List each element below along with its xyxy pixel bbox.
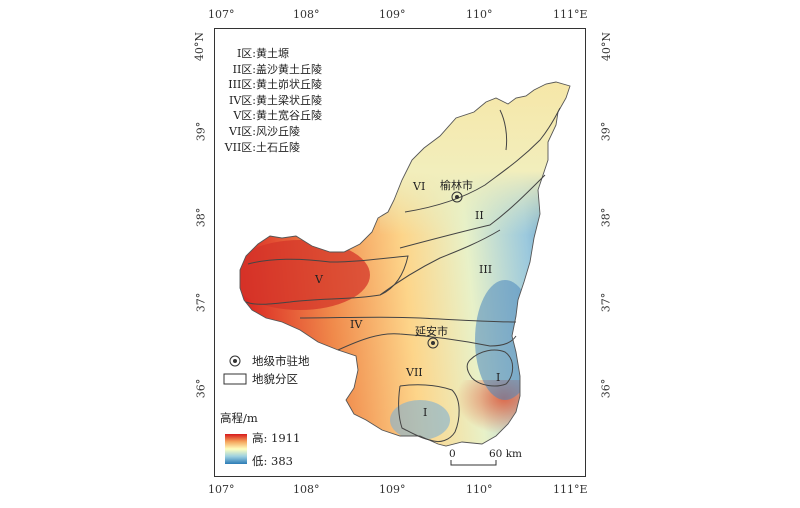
zone-boundary-label: 地貌分区: [252, 372, 298, 386]
zone-label-iv: IV: [350, 318, 363, 331]
zone-label-iii: III: [479, 263, 493, 276]
zone-legend-item: VII区:土石丘陵: [224, 140, 300, 154]
city-label-yanan: 延安市: [415, 325, 448, 338]
zone-legend-item: I区:黄土塬: [236, 47, 289, 60]
boundary-i-east: [466, 349, 514, 387]
lon-tick-top-107: 107°: [208, 8, 235, 21]
scale-bar-line: [450, 460, 497, 466]
zone-label-ii: II: [475, 209, 484, 222]
boundary-v: [245, 255, 409, 305]
lon-tick-bottom-110: 110°: [466, 483, 493, 496]
map-frame: [214, 28, 586, 477]
lon-tick-top-111: 111°E: [553, 8, 588, 21]
zone-legend: I区:黄土塬 II区:盖沙黄土丘陵 III区:黄土峁状丘陵 IV区:黄土梁状丘陵…: [222, 46, 322, 155]
city-yulin-marker: [451, 191, 463, 203]
city-yanan-marker: [427, 337, 439, 349]
elevation-high: 高: 1911: [252, 431, 301, 445]
boundary-ii-east: [499, 109, 508, 151]
zone-legend-item: VI区:风沙丘陵: [229, 124, 300, 138]
zone-label-i-south: I: [423, 406, 428, 419]
city-seat-label: 地级市驻地: [252, 354, 310, 368]
boundary-i-south: [398, 384, 460, 443]
lon-tick-top-108: 108°: [293, 8, 320, 21]
boundary-iv-south: [299, 316, 517, 323]
symbol-legend: 地级市驻地 地貌分区: [222, 352, 310, 388]
boundary-vi-ii: [404, 107, 561, 213]
boundary-ii-iii: [399, 174, 546, 249]
lon-tick-top-109: 109°: [379, 8, 406, 21]
lon-tick-bottom-108: 108°: [293, 483, 320, 496]
elevation-low: 低: 383: [252, 454, 293, 468]
zone-label-i-east: I: [496, 371, 501, 384]
zone-label-vi: VI: [413, 180, 426, 193]
city-seat-icon: [222, 354, 248, 368]
boundary-iii-iv: [379, 229, 501, 296]
zone-legend-item: II区:盖沙黄土丘陵: [232, 62, 322, 76]
elevation-legend: 高程/m 高: 1911 低: 383: [220, 410, 300, 468]
zone-legend-item: III区:黄土峁状丘陵: [228, 78, 322, 92]
zone-legend-item: IV区:黄土梁状丘陵: [229, 93, 322, 107]
lon-tick-bottom-107: 107°: [208, 483, 235, 496]
zone-label-v: V: [315, 273, 323, 286]
scale-bar: 0 60 km: [449, 448, 522, 460]
zone-label-vii: VII: [406, 366, 423, 379]
city-label-yulin: 榆林市: [440, 179, 473, 192]
scale-end: 60 km: [489, 448, 523, 460]
lon-tick-top-110: 110°: [466, 8, 493, 21]
zone-legend-item: V区:黄土宽谷丘陵: [233, 109, 322, 123]
elevation-color-bar: [225, 434, 247, 464]
lon-tick-bottom-111: 111°E: [553, 483, 588, 496]
lon-tick-bottom-109: 109°: [379, 483, 406, 496]
scale-zero: 0: [449, 448, 456, 460]
zone-boundary-icon: [222, 373, 248, 385]
elevation-title: 高程/m: [220, 411, 258, 425]
boundary-iv-vii: [337, 333, 517, 351]
